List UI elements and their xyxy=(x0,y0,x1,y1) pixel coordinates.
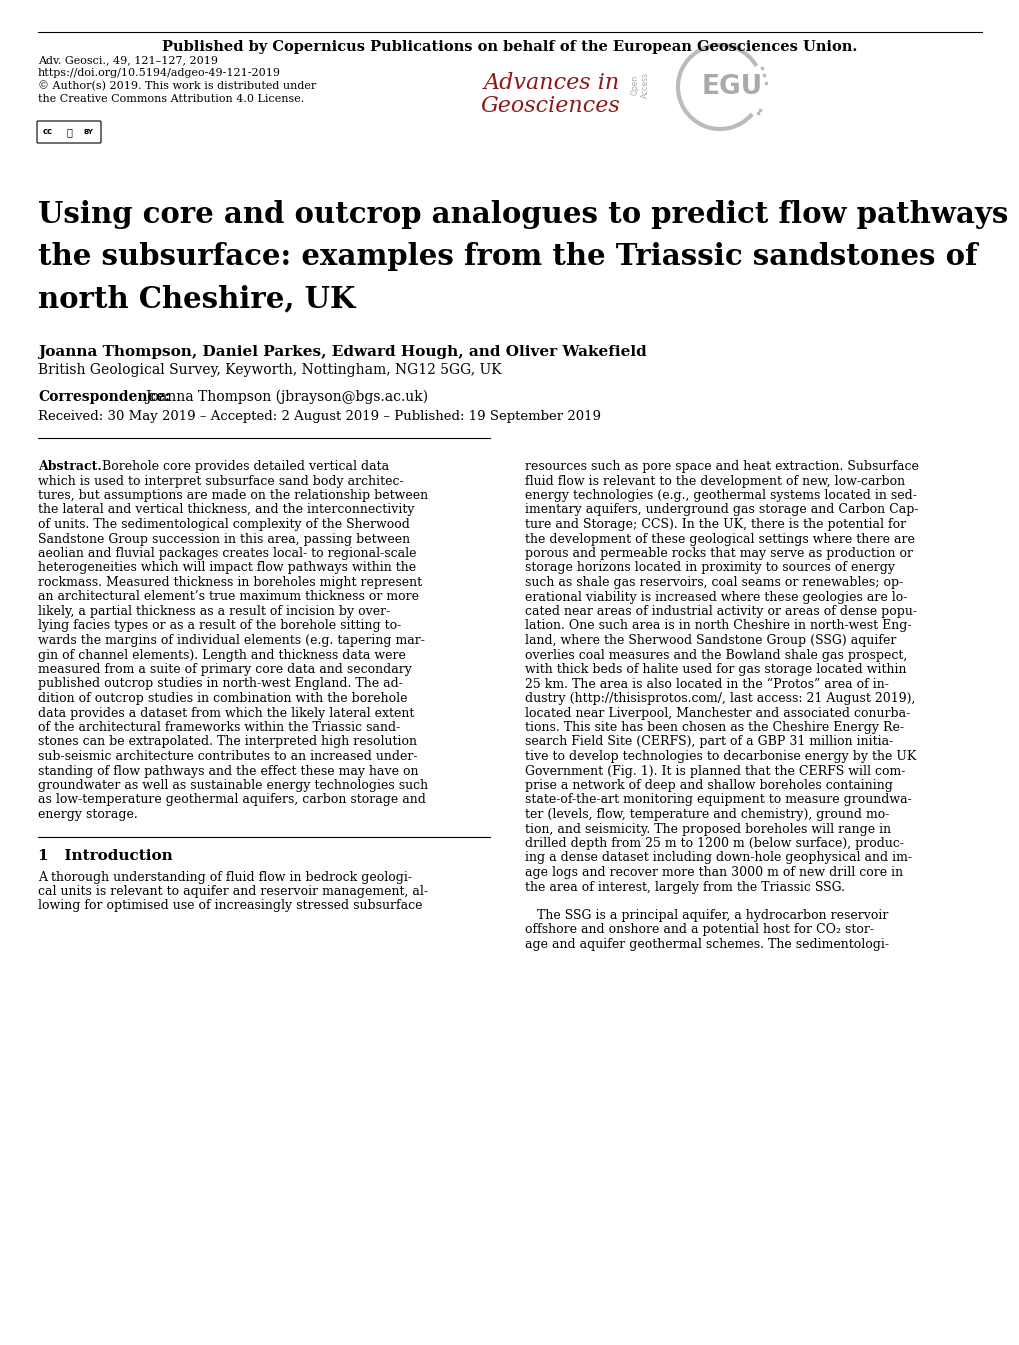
Text: the area of interest, largely from the Triassic SSG.: the area of interest, largely from the T… xyxy=(525,881,844,893)
Text: prise a network of deep and shallow boreholes containing: prise a network of deep and shallow bore… xyxy=(525,779,892,792)
Text: search Field Site (CERFS), part of a GBP 31 million initia-: search Field Site (CERFS), part of a GBP… xyxy=(525,736,893,749)
Text: lation. One such area is in north Cheshire in north-west Eng-: lation. One such area is in north Cheshi… xyxy=(525,620,911,632)
Text: data provides a dataset from which the likely lateral extent: data provides a dataset from which the l… xyxy=(38,706,414,720)
Text: likely, a partial thickness as a result of incision by over-: likely, a partial thickness as a result … xyxy=(38,605,390,617)
Text: with thick beds of halite used for gas storage located within: with thick beds of halite used for gas s… xyxy=(525,663,906,677)
Text: energy technologies (e.g., geothermal systems located in sed-: energy technologies (e.g., geothermal sy… xyxy=(525,490,916,502)
Text: Government (Fig. 1). It is planned that the CERFS will com-: Government (Fig. 1). It is planned that … xyxy=(525,764,905,777)
Text: the subsurface: examples from the Triassic sandstones of: the subsurface: examples from the Triass… xyxy=(38,242,976,270)
Text: of the architectural frameworks within the Triassic sand-: of the architectural frameworks within t… xyxy=(38,721,399,734)
Text: state-of-the-art monitoring equipment to measure groundwa-: state-of-the-art monitoring equipment to… xyxy=(525,794,911,807)
Text: published outcrop studies in north-west England. The ad-: published outcrop studies in north-west … xyxy=(38,678,403,690)
Text: Correspondence:: Correspondence: xyxy=(38,390,170,403)
Text: dustry (http://thisisprotos.com/, last access: 21 August 2019),: dustry (http://thisisprotos.com/, last a… xyxy=(525,691,914,705)
Text: fluid flow is relevant to the development of new, low-carbon: fluid flow is relevant to the developmen… xyxy=(525,475,904,487)
Text: groundwater as well as sustainable energy technologies such: groundwater as well as sustainable energ… xyxy=(38,779,428,792)
Text: dition of outcrop studies in combination with the borehole: dition of outcrop studies in combination… xyxy=(38,691,408,705)
Text: Geosciences: Geosciences xyxy=(480,95,620,117)
Text: tures, but assumptions are made on the relationship between: tures, but assumptions are made on the r… xyxy=(38,490,428,502)
Text: The SSG is a principal aquifer, a hydrocarbon reservoir: The SSG is a principal aquifer, a hydroc… xyxy=(525,909,888,923)
Text: an architectural element’s true maximum thickness or more: an architectural element’s true maximum … xyxy=(38,590,419,604)
Text: British Geological Survey, Keyworth, Nottingham, NG12 5GG, UK: British Geological Survey, Keyworth, Not… xyxy=(38,363,501,377)
Text: rockmass. Measured thickness in boreholes might represent: rockmass. Measured thickness in borehole… xyxy=(38,576,422,589)
Text: Advances in: Advances in xyxy=(483,73,620,94)
FancyBboxPatch shape xyxy=(37,121,101,143)
Text: 1   Introduction: 1 Introduction xyxy=(38,849,172,862)
Text: sub-seismic architecture contributes to an increased under-: sub-seismic architecture contributes to … xyxy=(38,751,417,763)
Text: aeolian and fluvial packages creates local- to regional-scale: aeolian and fluvial packages creates loc… xyxy=(38,547,416,560)
Text: drilled depth from 25 m to 1200 m (below surface), produc-: drilled depth from 25 m to 1200 m (below… xyxy=(525,837,903,850)
Text: Open
Access: Open Access xyxy=(630,73,649,98)
Text: which is used to interpret subsurface sand body architec-: which is used to interpret subsurface sa… xyxy=(38,475,404,487)
Text: resources such as pore space and heat extraction. Subsurface: resources such as pore space and heat ex… xyxy=(525,460,918,473)
Text: porous and permeable rocks that may serve as production or: porous and permeable rocks that may serv… xyxy=(525,547,912,560)
Text: Joanna Thompson (jbrayson@bgs.ac.uk): Joanna Thompson (jbrayson@bgs.ac.uk) xyxy=(145,390,428,405)
Text: gin of channel elements). Length and thickness data were: gin of channel elements). Length and thi… xyxy=(38,648,406,662)
Text: BY: BY xyxy=(83,129,93,134)
Text: cal units is relevant to aquifer and reservoir management, al-: cal units is relevant to aquifer and res… xyxy=(38,885,428,898)
Text: measured from a suite of primary core data and secondary: measured from a suite of primary core da… xyxy=(38,663,412,677)
Text: Joanna Thompson, Daniel Parkes, Edward Hough, and Oliver Wakefield: Joanna Thompson, Daniel Parkes, Edward H… xyxy=(38,346,646,359)
Text: land, where the Sherwood Sandstone Group (SSG) aquifer: land, where the Sherwood Sandstone Group… xyxy=(525,633,896,647)
Text: cc: cc xyxy=(43,128,53,136)
Text: © Author(s) 2019. This work is distributed under: © Author(s) 2019. This work is distribut… xyxy=(38,81,316,91)
Text: Adv. Geosci., 49, 121–127, 2019: Adv. Geosci., 49, 121–127, 2019 xyxy=(38,55,218,65)
Text: lying facies types or as a result of the borehole sitting to-: lying facies types or as a result of the… xyxy=(38,620,400,632)
Text: such as shale gas reservoirs, coal seams or renewables; op-: such as shale gas reservoirs, coal seams… xyxy=(525,576,903,589)
Text: Published by Copernicus Publications on behalf of the European Geosciences Union: Published by Copernicus Publications on … xyxy=(162,40,857,54)
Text: as low-temperature geothermal aquifers, carbon storage and: as low-temperature geothermal aquifers, … xyxy=(38,794,426,807)
Text: age and aquifer geothermal schemes. The sedimentologi-: age and aquifer geothermal schemes. The … xyxy=(525,937,889,951)
Text: 25 km. The area is also located in the “Protos” area of in-: 25 km. The area is also located in the “… xyxy=(525,678,888,690)
Text: Abstract.: Abstract. xyxy=(38,460,102,473)
Text: EGU: EGU xyxy=(701,74,762,100)
Text: Using core and outcrop analogues to predict flow pathways in: Using core and outcrop analogues to pred… xyxy=(38,200,1019,229)
Text: tion, and seismicity. The proposed boreholes will range in: tion, and seismicity. The proposed boreh… xyxy=(525,823,891,835)
Text: ture and Storage; CCS). In the UK, there is the potential for: ture and Storage; CCS). In the UK, there… xyxy=(525,518,905,531)
Text: tive to develop technologies to decarbonise energy by the UK: tive to develop technologies to decarbon… xyxy=(525,751,915,763)
Text: A thorough understanding of fluid flow in bedrock geologi-: A thorough understanding of fluid flow i… xyxy=(38,870,412,884)
Text: imentary aquifers, underground gas storage and Carbon Cap-: imentary aquifers, underground gas stora… xyxy=(525,503,917,516)
Text: standing of flow pathways and the effect these may have on: standing of flow pathways and the effect… xyxy=(38,764,418,777)
Text: https://doi.org/10.5194/adgeo-49-121-2019: https://doi.org/10.5194/adgeo-49-121-201… xyxy=(38,69,280,78)
Text: the development of these geological settings where there are: the development of these geological sett… xyxy=(525,533,914,546)
Text: Received: 30 May 2019 – Accepted: 2 August 2019 – Published: 19 September 2019: Received: 30 May 2019 – Accepted: 2 Augu… xyxy=(38,410,600,422)
Text: offshore and onshore and a potential host for CO₂ stor-: offshore and onshore and a potential hos… xyxy=(525,924,873,936)
Text: stones can be extrapolated. The interpreted high resolution: stones can be extrapolated. The interpre… xyxy=(38,736,417,749)
Text: tions. This site has been chosen as the Cheshire Energy Re-: tions. This site has been chosen as the … xyxy=(525,721,903,734)
Text: lowing for optimised use of increasingly stressed subsurface: lowing for optimised use of increasingly… xyxy=(38,900,422,912)
Text: north Cheshire, UK: north Cheshire, UK xyxy=(38,284,355,313)
Text: energy storage.: energy storage. xyxy=(38,808,138,820)
Text: ing a dense dataset including down-hole geophysical and im-: ing a dense dataset including down-hole … xyxy=(525,851,911,865)
Text: wards the margins of individual elements (e.g. tapering mar-: wards the margins of individual elements… xyxy=(38,633,425,647)
Text: erational viability is increased where these geologies are lo-: erational viability is increased where t… xyxy=(525,590,907,604)
Text: storage horizons located in proximity to sources of energy: storage horizons located in proximity to… xyxy=(525,561,894,574)
Text: the lateral and vertical thickness, and the interconnectivity: the lateral and vertical thickness, and … xyxy=(38,503,414,516)
Text: Borehole core provides detailed vertical data: Borehole core provides detailed vertical… xyxy=(94,460,388,473)
Text: Sandstone Group succession in this area, passing between: Sandstone Group succession in this area,… xyxy=(38,533,410,546)
Text: of units. The sedimentological complexity of the Sherwood: of units. The sedimentological complexit… xyxy=(38,518,410,531)
Text: ⓘ: ⓘ xyxy=(66,126,72,137)
Text: age logs and recover more than 3000 m of new drill core in: age logs and recover more than 3000 m of… xyxy=(525,866,902,880)
Text: located near Liverpool, Manchester and associated conurba-: located near Liverpool, Manchester and a… xyxy=(525,706,909,720)
Text: ter (levels, flow, temperature and chemistry), ground mo-: ter (levels, flow, temperature and chemi… xyxy=(525,808,889,820)
Text: the Creative Commons Attribution 4.0 License.: the Creative Commons Attribution 4.0 Lic… xyxy=(38,94,304,104)
Text: heterogeneities which will impact flow pathways within the: heterogeneities which will impact flow p… xyxy=(38,561,416,574)
Text: overlies coal measures and the Bowland shale gas prospect,: overlies coal measures and the Bowland s… xyxy=(525,648,906,662)
Text: cated near areas of industrial activity or areas of dense popu-: cated near areas of industrial activity … xyxy=(525,605,916,617)
